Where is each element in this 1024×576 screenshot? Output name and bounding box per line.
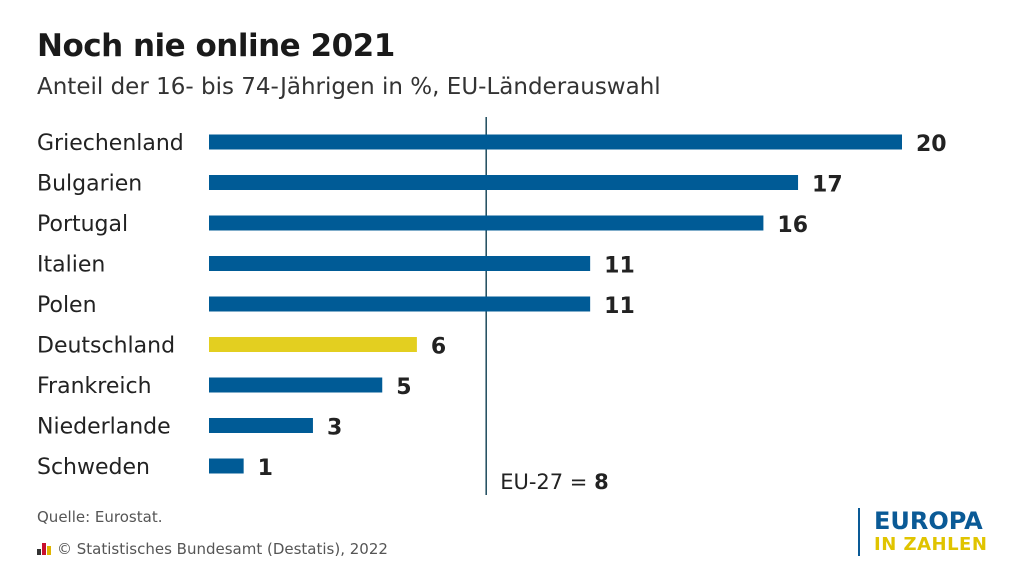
value-label: 11 [604, 254, 635, 279]
category-label: Bulgarien [37, 172, 142, 197]
bar [209, 377, 383, 393]
value-label: 5 [396, 375, 411, 400]
logo-line2: IN ZAHLEN [874, 534, 988, 555]
category-label: Italien [37, 253, 105, 278]
eu-average-label: EU-27 = 8 [500, 470, 609, 494]
value-label: 20 [916, 132, 947, 157]
bar [209, 215, 764, 231]
value-label: 6 [431, 335, 446, 360]
source-note: Quelle: Eurostat. [37, 508, 163, 526]
bar [209, 175, 799, 190]
bar [209, 134, 902, 150]
category-label: Polen [37, 293, 97, 318]
value-label: 16 [777, 213, 808, 238]
category-label: Frankreich [37, 374, 152, 399]
value-label: 17 [812, 173, 843, 198]
category-label: Griechenland [37, 131, 184, 156]
bar [209, 296, 591, 312]
category-label: Portugal [37, 212, 128, 237]
category-label: Niederlande [37, 415, 171, 440]
value-label: 1 [258, 456, 273, 481]
value-label: 3 [327, 416, 342, 441]
category-label: Schweden [37, 455, 150, 480]
chart-subtitle: Anteil der 16- bis 74-Jährigen in %, EU-… [37, 74, 661, 100]
bar [209, 458, 244, 474]
bar [209, 256, 591, 271]
eu-average-value: 8 [594, 470, 609, 494]
bar [209, 337, 417, 352]
category-label: Deutschland [37, 334, 175, 359]
value-label: 11 [604, 294, 635, 319]
logo-line1: EUROPA [874, 507, 983, 535]
bar [209, 418, 313, 433]
europa-in-zahlen-logo: EUROPA IN ZAHLEN [858, 508, 987, 556]
copyright-note: © Statistisches Bundesamt (Destatis), 20… [37, 540, 388, 558]
destatis-logo-icon [37, 543, 53, 555]
copyright-text: © Statistisches Bundesamt (Destatis), 20… [57, 540, 388, 558]
chart-title: Noch nie online 2021 [37, 28, 395, 64]
